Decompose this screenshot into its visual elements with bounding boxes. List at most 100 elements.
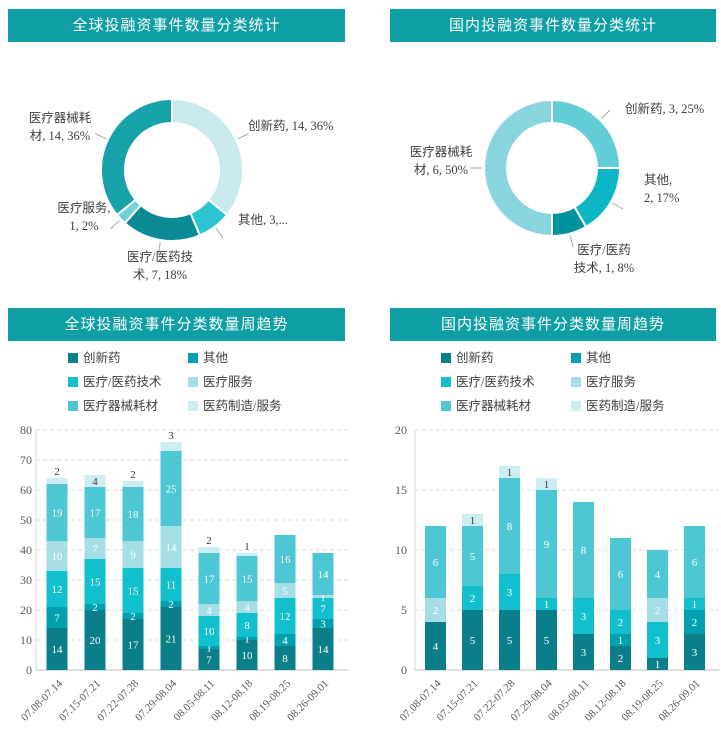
bar-segment <box>84 475 106 487</box>
y-tick-label: 10 <box>20 633 32 647</box>
bar-segment-label: 5 <box>470 551 476 563</box>
bar-segment-label: 8 <box>507 521 513 533</box>
y-tick-label: 50 <box>20 513 32 527</box>
bar-segment <box>610 646 631 670</box>
donut-slice-label: 医疗器械耗材, 14, 36% <box>29 110 92 143</box>
donut-slice-4 <box>100 97 173 217</box>
donut-slice-label: 医疗服务, 1, 2% <box>57 200 110 233</box>
bar-segment-label: 7 <box>92 544 98 556</box>
bar-segment <box>160 526 182 568</box>
bar-segment-label: 2 <box>618 653 624 665</box>
bar-segment <box>198 616 220 646</box>
bar-segment-label: 12 <box>52 584 63 596</box>
bar-segment <box>274 535 296 583</box>
bar-segment <box>536 490 557 598</box>
bar-segment <box>122 487 144 541</box>
bar-segment <box>122 481 144 487</box>
donut-slice-label: 其他, 3,... <box>238 213 288 227</box>
y-tick-label: 10 <box>395 543 407 557</box>
bar-segment <box>499 574 520 610</box>
bar-segment-label: 1 <box>507 467 513 479</box>
bar-segment-label: 15 <box>128 586 140 598</box>
y-tick-label: 70 <box>20 453 32 467</box>
bar-segment-label: 25 <box>166 484 178 496</box>
y-tick-label: 30 <box>20 573 32 587</box>
bar-segment <box>160 607 182 670</box>
bar-segment <box>46 478 68 484</box>
bar-segment-label: 14 <box>166 542 178 554</box>
bar-segment-label: 3 <box>692 647 698 659</box>
legend-label: 医疗服务 <box>203 374 253 389</box>
bar-segment-label: 1 <box>544 599 550 611</box>
bar-segment <box>312 553 334 595</box>
bar-segment-label: 10 <box>204 626 216 638</box>
bar-segment <box>684 610 705 634</box>
bar-segment <box>236 553 258 556</box>
bar-segment <box>274 583 296 598</box>
bar-segment <box>274 634 296 646</box>
bar-segment <box>84 559 106 604</box>
bar-segment <box>499 466 520 478</box>
bar-segment-label: 14 <box>318 569 330 581</box>
legend-label: 其他 <box>203 351 229 365</box>
y-tick-label: 5 <box>401 603 407 617</box>
bar-segment <box>647 658 668 670</box>
panel-title-global-donut: 全球投融资事件数量分类统计 <box>8 9 345 42</box>
bar-segment <box>84 487 106 538</box>
bar-segment <box>647 598 668 622</box>
legend-item: 医疗/医药技术 <box>441 375 535 389</box>
bar-segment <box>236 601 258 613</box>
bar-segment-label: 4 <box>206 605 212 617</box>
bar-segment-label: 6 <box>433 557 439 569</box>
legend-item: 医疗服务 <box>571 374 636 389</box>
bar-segment-label: 2 <box>692 617 698 629</box>
bar-segment-label: 2 <box>92 602 98 614</box>
legend-swatch <box>68 377 78 387</box>
bar-segment <box>274 646 296 670</box>
bar-segment <box>46 484 68 541</box>
y-tick-label: 15 <box>395 483 407 497</box>
bar-segment <box>425 598 446 622</box>
bar-segment-label: 2 <box>168 599 174 611</box>
bar-segment-label: 8 <box>581 545 587 557</box>
bar-segment-label: 3 <box>581 611 587 623</box>
bar-segment-label: 1 <box>470 515 476 527</box>
bar-segment <box>84 604 106 610</box>
bar-segment <box>160 451 182 526</box>
legend-swatch <box>571 353 581 363</box>
bar-segment-label: 3 <box>581 647 587 659</box>
bar-segment-label: 17 <box>204 574 216 586</box>
label-leader-line <box>612 202 624 210</box>
bar-segment <box>312 628 334 670</box>
bar-segment-label: 1 <box>244 634 250 646</box>
panel-title-domestic-bars: 国内投融资事件分类数量周趋势 <box>390 308 716 341</box>
bar-segment <box>122 619 144 670</box>
bar-segment <box>160 442 182 451</box>
bar-segment-label: 10 <box>242 650 254 662</box>
bar-segment <box>425 622 446 670</box>
bar-segment-label: 6 <box>692 557 698 569</box>
bar-segment <box>236 556 258 601</box>
donut-slice-label: 医疗器械耗材, 6, 50% <box>410 144 473 177</box>
legend-swatch <box>188 377 198 387</box>
donut-slice-label: 创新药, 14, 36% <box>248 118 333 133</box>
legend-swatch <box>571 401 581 411</box>
donut-slice-label: 其他, 2, 17% <box>644 173 679 205</box>
legend-swatch <box>68 401 78 411</box>
bar-segment-label: 17 <box>90 508 102 520</box>
bar-segment <box>312 619 334 628</box>
bar-segment <box>160 601 182 607</box>
legend-label: 医药制造/服务 <box>586 398 664 413</box>
bar-segment-label: 9 <box>544 539 550 551</box>
label-leader-line <box>157 241 161 254</box>
donut-slice-0 <box>171 97 244 217</box>
y-tick-label: 0 <box>26 663 32 677</box>
bar-segment <box>610 634 631 646</box>
bar-segment-label: 12 <box>280 611 291 623</box>
bar-segment <box>312 598 334 619</box>
legend-swatch <box>571 377 581 387</box>
bar-segment <box>573 502 594 598</box>
panel-global-donut: 全球投融资事件数量分类统计 创新药, 14, 36% 其他, 3,... 医疗/医药… <box>0 0 361 300</box>
y-tick-label: 0 <box>401 663 407 677</box>
